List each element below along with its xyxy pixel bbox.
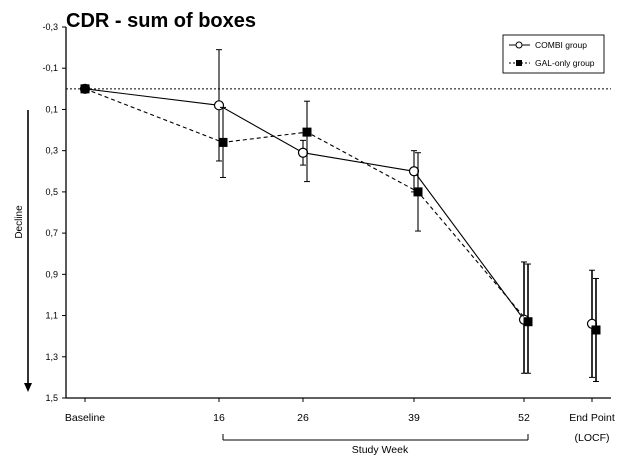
x-tick-label: 16 xyxy=(213,412,225,424)
legend-marker-combi xyxy=(515,41,523,49)
study-week-bracket: Study Week xyxy=(222,434,529,456)
series-layer xyxy=(79,49,601,383)
y-tick-label: -0,3 xyxy=(42,22,58,32)
point-combi xyxy=(297,147,309,158)
y-tick-label: 0,9 xyxy=(45,269,58,279)
y-tick-label: 0,7 xyxy=(45,228,58,238)
y-axis-ticks: -0,3 -0,1 0,1 0,3 0,5 0,7 0,9 1,1 1,3 1,5 xyxy=(42,22,66,403)
y-tick-label: 0,1 xyxy=(45,104,58,114)
point-gal xyxy=(523,317,533,327)
legend-label-gal: GAL-only group xyxy=(535,58,595,68)
y-tick-label: 1,1 xyxy=(45,311,58,321)
y-tick-label: 0,3 xyxy=(45,146,58,156)
x-tick-label: End Point xyxy=(569,412,615,424)
y-tick-label: 1,3 xyxy=(45,352,58,362)
x-axis-ticks: Baseline 16 26 39 52 End Point (LOCF) xyxy=(65,398,615,444)
point-combi xyxy=(408,166,420,177)
y-tick-label: -0,1 xyxy=(42,63,58,73)
y-tick-label: 1,5 xyxy=(45,393,58,403)
point-gal xyxy=(302,127,312,137)
y-tick-label: 0,5 xyxy=(45,187,58,197)
point-gal xyxy=(591,325,601,335)
x-axis-label: Study Week xyxy=(352,444,409,456)
series-line-0 xyxy=(84,88,525,321)
x-tick-label: 26 xyxy=(297,412,309,424)
point-gal xyxy=(80,84,90,94)
point-gal xyxy=(413,187,423,197)
legend-box xyxy=(502,34,605,74)
y-axis-label: Decline xyxy=(14,205,25,239)
point-gal xyxy=(218,137,228,147)
legend: COMBI group GAL-only group xyxy=(502,34,605,74)
chart-title: CDR - sum of boxes xyxy=(66,10,256,32)
point-combi xyxy=(213,100,225,111)
legend-marker-gal xyxy=(516,60,522,66)
x-tick-label: 52 xyxy=(518,412,530,424)
legend-label-combi: COMBI group xyxy=(535,40,587,50)
x-tick-label: 39 xyxy=(408,412,420,424)
decline-arrow-head xyxy=(24,383,32,392)
x-tick-label: Baseline xyxy=(65,412,105,424)
y-axis-label-group: Decline xyxy=(14,110,32,392)
x-tick-sublabel: (LOCF) xyxy=(575,432,610,444)
